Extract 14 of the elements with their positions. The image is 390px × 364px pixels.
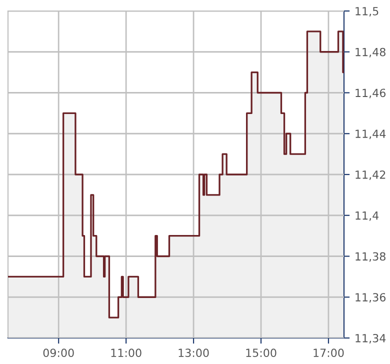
y-tick-label: 11,5 — [356, 7, 378, 17]
y-tick-label: 11,38 — [356, 252, 386, 262]
x-tick-label: 13:00 — [178, 348, 209, 358]
x-tick-label: 15:00 — [246, 348, 276, 358]
y-tick-label: 11,34 — [356, 334, 386, 344]
y-tick-label: 11,42 — [356, 170, 386, 180]
y-tick-label: 11,36 — [356, 293, 386, 303]
x-tick-label: 17:00 — [314, 348, 344, 358]
y-tick-label: 11,4 — [356, 211, 379, 221]
y-tick-label: 11,48 — [356, 48, 386, 58]
x-tick-label: 11:00 — [111, 348, 142, 358]
x-tick-label: 09:00 — [43, 348, 74, 358]
y-tick-label: 11,46 — [356, 88, 386, 98]
y-tick-label: 11,44 — [356, 130, 386, 140]
